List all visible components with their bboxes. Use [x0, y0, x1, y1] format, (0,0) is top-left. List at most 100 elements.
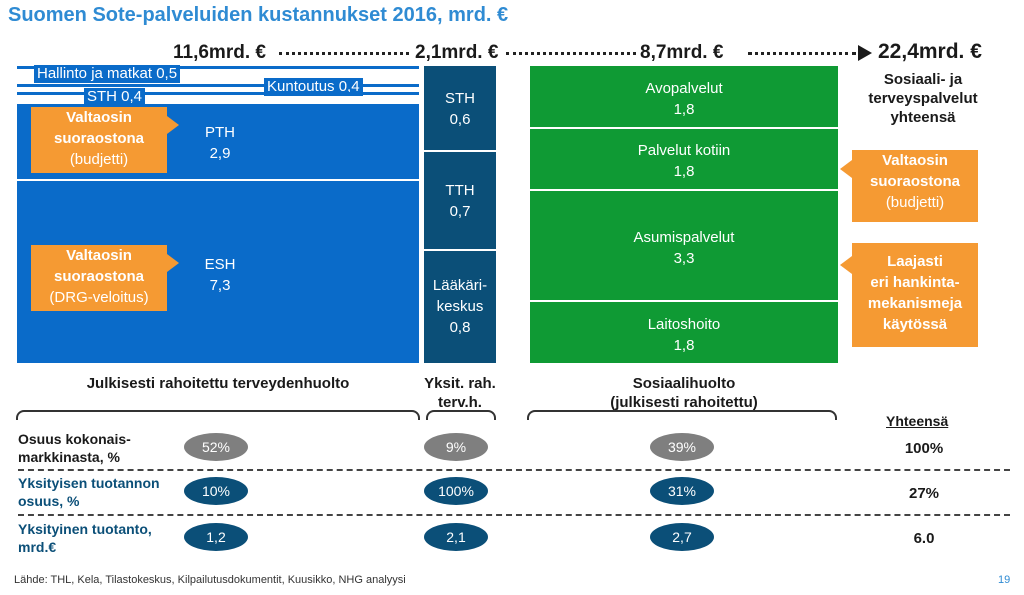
segment-sth-label: STH 0,4	[84, 88, 146, 106]
segment-private-sth	[424, 66, 496, 150]
segment-laitoshoito	[530, 302, 838, 363]
group-label-social-line-2: (julkisesti rahoitettu)	[610, 394, 758, 411]
row-label-market-share-1: Osuus kokonais-	[18, 431, 131, 447]
grand-caption-line-1: Sosiaali- ja	[883, 71, 963, 88]
pill-private-production-private: 2,1	[424, 523, 488, 551]
segment-laitoshoito-label: Laitoshoito	[647, 316, 721, 333]
page-number: 19	[998, 574, 1011, 586]
segment-pth-text: PTH 2,9	[180, 122, 260, 164]
callout-esh-line-1: Valtaosin	[66, 247, 132, 264]
callout-kotiin-line-2: suoraostona	[869, 173, 960, 190]
bar-hallinto-top	[17, 66, 419, 69]
callout-kotiin-pointer	[840, 160, 852, 178]
callout-kotiin-line-1: Valtaosin	[882, 152, 948, 169]
callout-asumis: Laajasti eri hankinta- mekanismeja käytö…	[852, 243, 978, 347]
segment-palvelut-kotiin-value: 1,8	[673, 163, 695, 180]
segment-laakarikeskus-value: 0,8	[449, 319, 471, 336]
total-social: 8,7mrd. €	[640, 42, 724, 63]
brace-public-health	[16, 410, 420, 420]
segment-laakarikeskus	[424, 251, 496, 363]
group-label-private-line-2: terv.h.	[438, 394, 482, 411]
group-label-public-health: Julkisesti rahoitettu terveydenhuolto	[86, 375, 350, 392]
total-private-production: 6.0	[913, 530, 935, 547]
pill-private-production-social: 2,7	[650, 523, 714, 551]
row-label-private-share: Yksityisen tuotannon osuus, %	[18, 474, 160, 510]
source-note: Lähde: THL, Kela, Tilastokeskus, Kilpail…	[14, 574, 406, 586]
pill-private-share-public: 10%	[184, 477, 248, 505]
grand-caption-line-2: terveyspalvelut	[868, 90, 978, 107]
segment-avopalvelut-label: Avopalvelut	[645, 80, 723, 97]
callout-pth-pointer	[167, 116, 179, 134]
segment-asumispalvelut-label: Asumispalvelut	[633, 229, 735, 246]
segment-esh-label: ESH	[204, 256, 236, 273]
callout-esh: Valtaosin suoraostona (DRG-veloitus)	[31, 245, 167, 311]
segment-avopalvelut-text: Avopalvelut 1,8	[530, 78, 838, 120]
callout-asumis-line-2: eri hankinta-	[870, 274, 960, 291]
total-private-share: 27%	[908, 485, 940, 502]
callout-pth-line-3: (budjetti)	[69, 151, 129, 168]
segment-palvelut-kotiin	[530, 129, 838, 189]
row-separator-2	[18, 514, 1010, 516]
callout-esh-line-3: (DRG-veloitus)	[49, 289, 149, 306]
segment-kuntoutus-label: Kuntoutus 0,4	[264, 78, 363, 96]
segment-esh-value: 7,3	[209, 277, 231, 294]
segment-laakarikeskus-label-1: Lääkäri-	[432, 277, 488, 294]
row-label-private-production-1: Yksityinen tuotanto,	[18, 521, 152, 537]
dotted-connector-1	[279, 52, 409, 55]
callout-pth-line-2: suoraostona	[53, 130, 144, 147]
total-public-health: 11,6mrd. €	[173, 42, 266, 63]
callout-esh-line-2: suoraostona	[53, 268, 144, 285]
row-label-private-share-1: Yksityisen tuotannon	[18, 475, 160, 491]
pill-private-production-public: 1,2	[184, 523, 248, 551]
group-label-social-line-1: Sosiaalihuolto	[632, 375, 736, 392]
total-grand: 22,4mrd. €	[878, 40, 982, 63]
row-label-market-share-2: markkinasta, %	[18, 449, 120, 465]
total-market-share: 100%	[904, 440, 944, 457]
sum-header: Yhteensä	[886, 413, 949, 429]
callout-asumis-pointer	[840, 256, 852, 274]
callout-pth-line-1: Valtaosin	[66, 109, 132, 126]
total-private-health: 2,1mrd. €	[415, 42, 499, 63]
segment-pth-label: PTH	[205, 124, 235, 141]
segment-laitoshoito-text: Laitoshoito 1,8	[530, 314, 838, 356]
segment-tth-label: TTH	[445, 182, 475, 199]
row-label-private-production: Yksityinen tuotanto, mrd.€	[18, 520, 152, 556]
dotted-connector-2	[506, 52, 636, 55]
segment-pth-value: 2,9	[209, 145, 231, 162]
grand-total-caption: Sosiaali- ja terveyspalvelut yhteensä	[868, 70, 978, 127]
group-label-private-health: Yksit. rah. terv.h.	[405, 374, 515, 412]
brace-social	[527, 410, 837, 420]
segment-laitoshoito-value: 1,8	[673, 337, 695, 354]
callout-kotiin-line-3: (budjetti)	[885, 194, 945, 211]
callout-asumis-line-3: mekanismeja	[867, 295, 963, 312]
pill-market-share-private: 9%	[424, 433, 488, 461]
callout-esh-pointer	[167, 254, 179, 272]
dotted-connector-3	[748, 52, 856, 55]
segment-palvelut-kotiin-text: Palvelut kotiin 1,8	[530, 140, 838, 182]
segment-laakarikeskus-label-2: keskus	[436, 298, 484, 315]
segment-hallinto-label: Hallinto ja matkat 0,5	[34, 65, 181, 83]
grand-caption-line-3: yhteensä	[890, 109, 956, 126]
callout-asumis-line-1: Laajasti	[887, 253, 943, 270]
pill-private-share-social: 31%	[650, 477, 714, 505]
segment-asumispalvelut	[530, 191, 838, 300]
row-separator-1	[18, 469, 1010, 471]
segment-private-sth-value: 0,6	[449, 111, 471, 128]
callout-asumis-line-4: käytössä	[882, 316, 948, 333]
row-label-market-share: Osuus kokonais- markkinasta, %	[18, 430, 131, 466]
segment-avopalvelut	[530, 66, 838, 127]
bar-kuntoutus	[17, 84, 419, 87]
row-label-private-production-2: mrd.€	[18, 539, 57, 555]
pill-private-share-private: 100%	[424, 477, 488, 505]
pill-market-share-social: 39%	[650, 433, 714, 461]
group-label-private-line-1: Yksit. rah.	[424, 375, 496, 392]
segment-private-sth-label: STH	[445, 90, 475, 107]
row-label-private-share-2: osuus, %	[18, 493, 80, 509]
arrow-right-icon	[858, 45, 872, 61]
segment-tth-value: 0,7	[449, 203, 471, 220]
segment-palvelut-kotiin-label: Palvelut kotiin	[637, 142, 731, 159]
bar-sth	[17, 92, 419, 95]
segment-esh-text: ESH 7,3	[180, 254, 260, 296]
segment-tth-text: TTH 0,7	[424, 180, 496, 222]
divider-pth-esh	[17, 179, 419, 181]
